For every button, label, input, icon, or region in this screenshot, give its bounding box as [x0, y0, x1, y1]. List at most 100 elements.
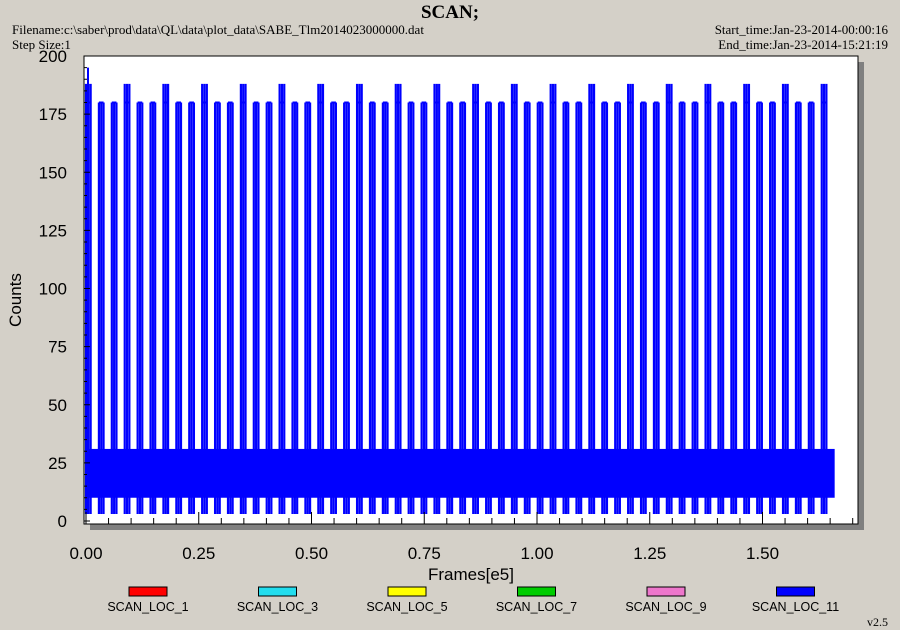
- series-scan-loc-11-scan: [97, 101, 105, 515]
- legend-swatch: [387, 586, 427, 597]
- series-scan-loc-11-scan: [123, 83, 131, 515]
- legend: SCAN_LOC_1 SCAN_LOC_3 SCAN_LOC_5 SCAN_LOC_7…: [107, 586, 839, 614]
- series-scan-loc-11-scan: [536, 101, 544, 515]
- series-scan-loc-11-scan: [588, 83, 596, 515]
- legend-label: SCAN_LOC_9: [625, 600, 706, 614]
- series-scan-loc-11-scan: [652, 101, 660, 515]
- series-scan-loc-11-scan: [562, 101, 570, 515]
- axes: 0 25 50 75 100 125 150 175 200 0.00 0.25 0.50 0.75 1.…: [6, 47, 854, 584]
- series-scan-loc-11-scan: [472, 83, 479, 515]
- start-time-label: Start_time:Jan-23-2014-00:00:16: [714, 22, 888, 37]
- plot-area: [83, 55, 859, 525]
- series-scan-loc-11-scan: [226, 101, 234, 515]
- end-time-label: End_time:Jan-23-2014-15:21:19: [718, 37, 888, 52]
- series-scan-loc-11-scan: [756, 101, 763, 515]
- y-tick-label: 25: [48, 454, 67, 473]
- x-tick-label: 0.25: [182, 544, 215, 563]
- y-tick-label: 100: [39, 280, 67, 299]
- legend-swatch: [128, 586, 168, 597]
- version-label: v2.5: [867, 615, 888, 629]
- x-tick-label: 0.50: [295, 544, 328, 563]
- series-scan-loc-11-scan: [497, 101, 505, 515]
- legend-item: SCAN_LOC_1: [107, 586, 189, 614]
- x-tick-label: 1.50: [746, 544, 779, 563]
- series-scan-loc-11-scan: [691, 101, 699, 515]
- series-scan-loc-11-scan: [188, 101, 196, 515]
- series-scan-loc-11-scan: [291, 101, 299, 515]
- y-tick-label: 200: [39, 47, 67, 66]
- series-scan-loc-11-scan: [575, 101, 583, 515]
- y-tick-label: 0: [58, 512, 67, 531]
- series-scan-loc-11-scan: [743, 83, 751, 515]
- legend-item: SCAN_LOC_7: [496, 586, 577, 614]
- x-tick-label: 1.00: [520, 544, 553, 563]
- legend-item: SCAN_LOC_3: [237, 586, 318, 614]
- series-scan-loc-11-scan: [110, 101, 118, 515]
- series-scan-loc-11-scan: [368, 101, 376, 515]
- series-scan-loc-11-scan: [485, 101, 492, 515]
- y-tick-label: 50: [48, 396, 67, 415]
- series-scan-loc-11-scan: [394, 83, 402, 515]
- series-scan-loc-11-scan: [717, 101, 725, 515]
- legend-label: SCAN_LOC_11: [752, 600, 839, 614]
- series-scan-loc-11-scan: [278, 83, 286, 515]
- series-scan-loc-11-scan: [730, 101, 738, 515]
- y-tick-label: 150: [39, 163, 67, 182]
- plot-content: [84, 67, 835, 515]
- series-scan-loc-11-scan: [781, 83, 789, 515]
- series-scan-loc-11-scan: [213, 101, 221, 515]
- series-scan-loc-11-scan: [343, 101, 350, 515]
- series-scan-loc-11-scan: [665, 83, 673, 515]
- series-scan-loc-11-scan: [252, 101, 260, 515]
- y-tick-label: 75: [48, 338, 67, 357]
- series-scan-loc-11-scan: [149, 101, 157, 515]
- series-scan-loc-11-scan: [614, 101, 621, 515]
- legend-label: SCAN_LOC_3: [237, 600, 318, 614]
- series-scan-loc-11-scan: [175, 101, 183, 515]
- legend-label: SCAN_LOC_7: [496, 600, 577, 614]
- series-scan-loc-11-scan: [510, 83, 518, 515]
- y-tick-label: 125: [39, 221, 67, 240]
- series-scan-loc-11-scan: [601, 101, 609, 515]
- step-size-label: Step Size:1: [12, 37, 71, 52]
- series-scan-loc-11-scan: [201, 83, 208, 515]
- series-scan-loc-11-scan: [381, 101, 389, 515]
- x-tick-label: 1.25: [633, 544, 666, 563]
- x-tick-label: 0.00: [69, 544, 102, 563]
- series-scan-loc-11-scan: [330, 101, 337, 515]
- series-scan-loc-11-scan: [304, 101, 312, 515]
- series-scan-loc-11-scan: [446, 101, 454, 515]
- series-scan-loc-11-scan: [820, 83, 828, 515]
- legend-item: SCAN_LOC_5: [366, 586, 448, 614]
- x-axis-label: Frames[e5]: [428, 565, 514, 584]
- series-scan-loc-11-scan: [523, 101, 531, 515]
- legend-label: SCAN_LOC_5: [366, 600, 447, 614]
- y-axis-label: Counts: [6, 273, 25, 327]
- series-scan-loc-11-scan: [627, 83, 634, 515]
- series-scan-loc-11-scan: [549, 83, 557, 515]
- series-scan-loc-11-scan: [807, 101, 815, 515]
- legend-label: SCAN_LOC_1: [107, 600, 188, 614]
- series-scan-loc-11-scan: [639, 101, 647, 515]
- series-scan-loc-11-scan: [769, 101, 776, 515]
- legend-swatch: [258, 586, 297, 597]
- series-scan-loc-11-scan: [459, 101, 467, 515]
- legend-item: SCAN_LOC_11: [752, 586, 839, 614]
- legend-swatch: [646, 586, 686, 597]
- series-scan-loc-11-scan: [317, 83, 325, 515]
- series-scan-loc-11-scan: [704, 83, 712, 515]
- series-scan-loc-11-scan: [407, 101, 415, 515]
- series-scan-loc-11-scan: [420, 101, 428, 515]
- series-scan-loc-11-scan: [433, 83, 441, 515]
- series-scan-loc-11-scan: [265, 101, 273, 515]
- series-scan-loc-11-scan: [794, 101, 802, 515]
- series-scan-loc-11-scan: [162, 83, 170, 515]
- y-tick-label: 175: [39, 105, 67, 124]
- series-scan-loc-11-scan: [355, 83, 363, 515]
- series-scan-loc-11-scan: [239, 83, 247, 515]
- series-scan-loc-11-scan: [136, 101, 144, 515]
- chart-title: SCAN;: [420, 2, 480, 23]
- legend-item: SCAN_LOC_9: [625, 586, 707, 614]
- x-tick-label: 0.75: [408, 544, 441, 563]
